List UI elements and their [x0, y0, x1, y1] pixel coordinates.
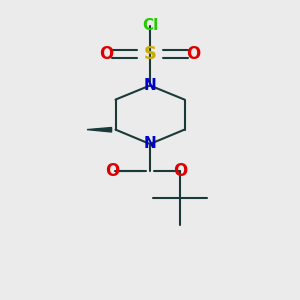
Text: Cl: Cl — [142, 18, 158, 33]
Text: N: N — [144, 136, 156, 152]
Text: O: O — [105, 162, 120, 180]
Text: O: O — [186, 45, 201, 63]
Text: S: S — [143, 45, 157, 63]
Text: O: O — [99, 45, 114, 63]
Polygon shape — [87, 128, 112, 132]
Text: N: N — [144, 78, 156, 93]
Text: O: O — [173, 162, 187, 180]
